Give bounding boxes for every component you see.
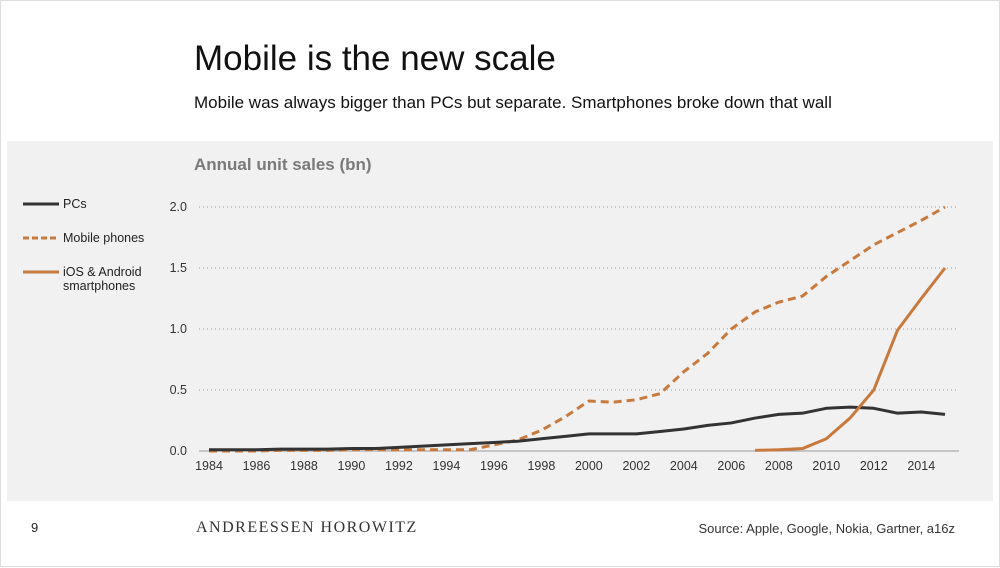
x-tick-label: 1990 <box>338 459 366 473</box>
page-subtitle: Mobile was always bigger than PCs but se… <box>194 93 832 112</box>
x-tick-label: 2010 <box>812 459 840 473</box>
source-note: Source: Apple, Google, Nokia, Gartner, a… <box>698 521 955 536</box>
legend-swatch-solid-orange <box>23 270 59 274</box>
x-tick-label: 2006 <box>717 459 745 473</box>
legend-swatch-dashed-orange <box>23 236 59 240</box>
legend-item-mobile: Mobile phones <box>23 231 144 245</box>
x-tick-label: 1992 <box>385 459 413 473</box>
x-tick-label: 1994 <box>433 459 461 473</box>
x-tick-label: 1998 <box>527 459 555 473</box>
x-tick-label: 2012 <box>860 459 888 473</box>
series-line-pcs <box>209 405 946 452</box>
x-tick-label: 2000 <box>575 459 603 473</box>
x-tick-label: 1984 <box>195 459 223 473</box>
x-tick-label: 2002 <box>622 459 650 473</box>
legend-item-pcs: PCs <box>23 197 87 211</box>
series-line-ios-android-smartphones <box>755 267 947 452</box>
y-tick-label: 0.0 <box>170 444 187 458</box>
y-tick-label: 0.5 <box>170 383 187 397</box>
x-tick-label: 2014 <box>907 459 935 473</box>
x-tick-label: 1988 <box>290 459 318 473</box>
y-tick-label: 1.0 <box>170 322 187 336</box>
logo: ANDREESSEN HOROWITZ <box>196 519 418 536</box>
x-tick-label: 2004 <box>670 459 698 473</box>
legend-item-smartphones: iOS & Android smartphones <box>23 265 163 293</box>
y-tick-label: 1.5 <box>170 261 187 275</box>
legend-label: iOS & Android smartphones <box>63 265 142 293</box>
page-number: 9 <box>31 520 39 535</box>
x-tick-label: 1986 <box>243 459 271 473</box>
x-tick-label: 2008 <box>765 459 793 473</box>
x-tick-label: 1996 <box>480 459 508 473</box>
legend-label: Mobile phones <box>63 231 145 245</box>
legend-label: PCs <box>63 197 87 211</box>
legend-swatch-solid-dark <box>23 202 59 206</box>
chart-title: Annual unit sales (bn) <box>194 155 372 174</box>
y-tick-label: 2.0 <box>170 200 187 214</box>
page-title: Mobile is the new scale <box>194 39 556 78</box>
